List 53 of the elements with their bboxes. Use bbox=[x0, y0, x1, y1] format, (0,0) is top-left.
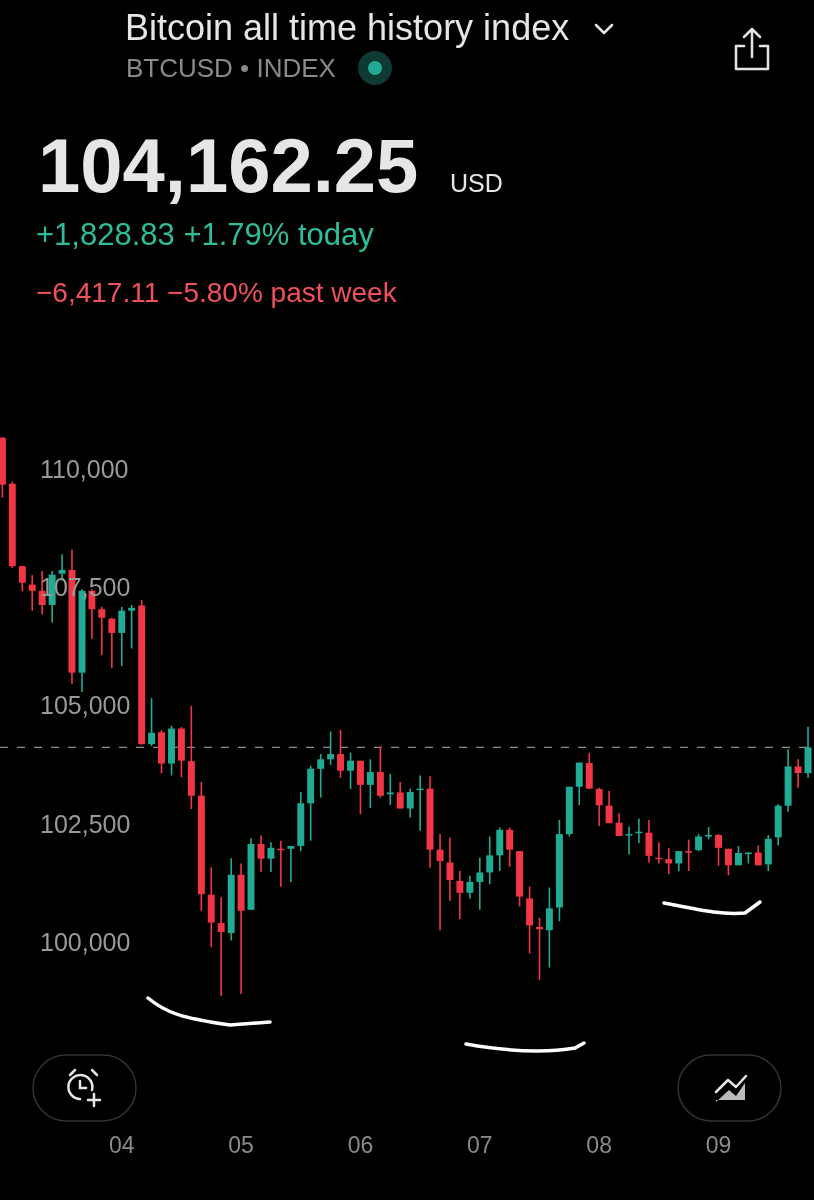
candlestick bbox=[108, 616, 116, 669]
candlestick bbox=[128, 604, 136, 650]
candlestick bbox=[98, 606, 106, 656]
x-tick-label: 09 bbox=[705, 1132, 732, 1159]
candlestick bbox=[347, 751, 355, 790]
chart-title: Bitcoin all time history index bbox=[125, 7, 570, 48]
candlestick bbox=[386, 773, 394, 806]
candlestick bbox=[476, 856, 484, 911]
y-tick-label: 105,000 bbox=[40, 691, 131, 720]
candlestick bbox=[396, 781, 404, 810]
candlestick bbox=[118, 606, 126, 667]
candlestick bbox=[28, 574, 36, 612]
candlestick bbox=[794, 758, 802, 789]
candlestick bbox=[466, 874, 474, 900]
candlestick bbox=[675, 850, 683, 872]
candlestick bbox=[148, 697, 156, 747]
x-tick-label: 07 bbox=[467, 1132, 493, 1159]
annotation: 104,162.25 bbox=[38, 123, 419, 208]
candlestick bbox=[625, 825, 633, 856]
annotation: +1,828.83 +1.79% today bbox=[36, 217, 375, 252]
candlestick bbox=[506, 826, 514, 868]
candlestick bbox=[685, 838, 693, 872]
x-tick-label: 05 bbox=[228, 1132, 254, 1159]
candlestick bbox=[327, 730, 335, 766]
y-tick-label: 102,500 bbox=[40, 809, 131, 838]
candlestick bbox=[665, 847, 673, 876]
annotation: USD bbox=[450, 169, 503, 197]
candlestick bbox=[366, 758, 374, 809]
candlestick bbox=[645, 819, 653, 864]
annotation: −6,417.11 −5.80% past week bbox=[36, 277, 398, 308]
candlestick bbox=[406, 787, 414, 819]
candlestick bbox=[337, 729, 344, 779]
candlestick bbox=[317, 753, 325, 799]
candlestick bbox=[18, 564, 26, 593]
x-tick-label: 08 bbox=[586, 1132, 612, 1159]
candlestick bbox=[605, 790, 613, 824]
candlestick bbox=[287, 845, 295, 883]
candlestick bbox=[376, 745, 384, 799]
candlestick bbox=[217, 896, 225, 997]
y-tick-label: 100,000 bbox=[40, 927, 131, 956]
candlestick bbox=[545, 886, 553, 969]
candlestick bbox=[615, 812, 623, 837]
x-tick-label: 06 bbox=[347, 1132, 374, 1159]
candlestick bbox=[456, 870, 464, 921]
candlestick bbox=[436, 833, 444, 931]
candlestick bbox=[486, 835, 494, 886]
x-tick-label: 04 bbox=[108, 1132, 135, 1159]
text: BTCUSD • INDEX bbox=[126, 53, 336, 83]
candlestick bbox=[715, 833, 722, 867]
y-tick-label: 110,000 bbox=[40, 454, 129, 483]
candlestick bbox=[267, 841, 275, 873]
candlestick bbox=[724, 847, 732, 877]
candlestick bbox=[595, 786, 603, 827]
